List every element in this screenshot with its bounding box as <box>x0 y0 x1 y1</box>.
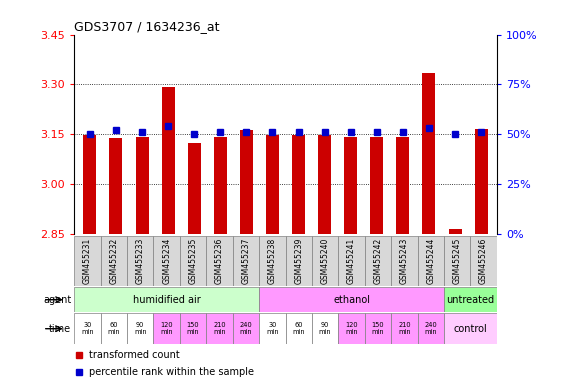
Text: GSM455245: GSM455245 <box>453 238 462 284</box>
Bar <box>444 236 471 286</box>
Bar <box>471 236 497 286</box>
Bar <box>127 236 154 286</box>
Bar <box>206 313 233 344</box>
Bar <box>74 313 100 344</box>
Bar <box>417 236 444 286</box>
Bar <box>365 313 391 344</box>
Text: transformed count: transformed count <box>89 350 180 360</box>
Bar <box>286 313 312 344</box>
Text: humidified air: humidified air <box>133 295 200 305</box>
Bar <box>100 313 127 344</box>
Text: GDS3707 / 1634236_at: GDS3707 / 1634236_at <box>74 20 220 33</box>
Bar <box>240 130 253 234</box>
Text: 210
min: 210 min <box>398 322 411 335</box>
Bar <box>110 138 123 234</box>
Bar <box>318 136 331 234</box>
Text: GSM455239: GSM455239 <box>294 238 303 284</box>
Text: GSM455235: GSM455235 <box>188 238 198 284</box>
Bar <box>233 313 259 344</box>
Text: GSM455242: GSM455242 <box>373 238 383 284</box>
Text: 90
min: 90 min <box>134 322 147 335</box>
Bar <box>74 287 259 312</box>
Bar <box>180 236 206 286</box>
Bar <box>292 135 305 234</box>
Text: control: control <box>453 324 487 334</box>
Bar <box>83 135 96 234</box>
Bar <box>233 236 259 286</box>
Bar <box>259 287 444 312</box>
Text: GSM455233: GSM455233 <box>136 238 145 284</box>
Text: agent: agent <box>43 295 71 305</box>
Bar <box>286 236 312 286</box>
Bar <box>188 143 201 234</box>
Text: GSM455231: GSM455231 <box>83 238 92 284</box>
Text: 30
min: 30 min <box>266 322 279 335</box>
Bar <box>154 236 180 286</box>
Bar <box>127 313 154 344</box>
Text: 30
min: 30 min <box>81 322 94 335</box>
Text: GSM455234: GSM455234 <box>162 238 171 284</box>
Text: untreated: untreated <box>447 295 494 305</box>
Bar <box>312 313 338 344</box>
Text: 120
min: 120 min <box>345 322 358 335</box>
Text: GSM455236: GSM455236 <box>215 238 224 284</box>
Bar <box>266 135 279 234</box>
Bar <box>391 236 417 286</box>
Bar <box>391 313 417 344</box>
Text: 60
min: 60 min <box>292 322 305 335</box>
Bar <box>154 313 180 344</box>
Bar <box>444 313 497 344</box>
Bar <box>417 313 444 344</box>
Text: ethanol: ethanol <box>333 295 370 305</box>
Bar <box>180 313 206 344</box>
Bar <box>135 137 148 234</box>
Text: 150
min: 150 min <box>187 322 199 335</box>
Bar <box>214 137 227 234</box>
Bar <box>100 236 127 286</box>
Text: GSM455237: GSM455237 <box>242 238 251 284</box>
Bar <box>259 236 286 286</box>
Text: 240
min: 240 min <box>239 322 252 335</box>
Text: 240
min: 240 min <box>424 322 437 335</box>
Text: GSM455232: GSM455232 <box>109 238 118 284</box>
Bar <box>423 73 436 234</box>
Bar <box>370 137 383 234</box>
Text: 150
min: 150 min <box>372 322 384 335</box>
Bar <box>259 313 286 344</box>
Text: 120
min: 120 min <box>160 322 173 335</box>
Text: percentile rank within the sample: percentile rank within the sample <box>89 367 254 377</box>
Text: 210
min: 210 min <box>213 322 226 335</box>
Bar <box>162 87 175 234</box>
Text: time: time <box>49 324 71 334</box>
Text: 60
min: 60 min <box>107 322 120 335</box>
Text: 90
min: 90 min <box>319 322 331 335</box>
Text: GSM455244: GSM455244 <box>426 238 435 284</box>
Bar <box>448 229 461 234</box>
Text: GSM455243: GSM455243 <box>400 238 409 284</box>
Bar <box>338 236 365 286</box>
Text: GSM455240: GSM455240 <box>320 238 329 284</box>
Bar <box>365 236 391 286</box>
Bar <box>475 129 488 234</box>
Text: GSM455246: GSM455246 <box>479 238 488 284</box>
Bar <box>338 313 365 344</box>
Text: GSM455238: GSM455238 <box>268 238 277 284</box>
Bar <box>344 137 357 234</box>
Bar <box>444 287 497 312</box>
Bar <box>206 236 233 286</box>
Bar <box>396 137 409 234</box>
Bar <box>74 236 100 286</box>
Text: GSM455241: GSM455241 <box>347 238 356 284</box>
Bar <box>312 236 338 286</box>
